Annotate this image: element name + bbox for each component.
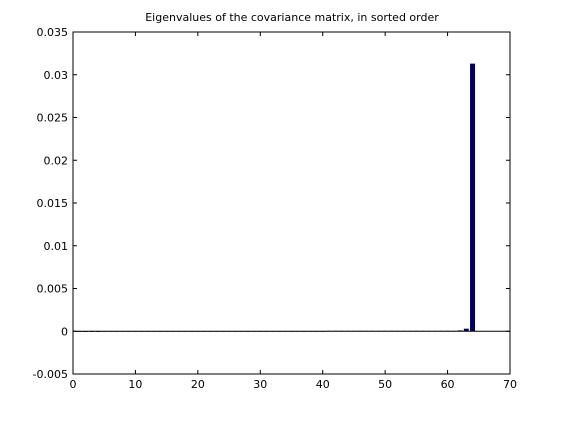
y-tick-label: 0.01 xyxy=(44,240,69,253)
x-tick-label: 50 xyxy=(378,378,392,391)
x-tick-label: 40 xyxy=(316,378,330,391)
y-tick-label: 0.005 xyxy=(37,283,69,296)
y-tick-label: 0 xyxy=(61,325,68,338)
chart-title: Eigenvalues of the covariance matrix, in… xyxy=(145,11,439,24)
y-tick-label: -0.005 xyxy=(33,368,68,381)
y-tick-label: 0.02 xyxy=(44,154,69,167)
y-tick-label: 0.03 xyxy=(44,69,69,82)
plot-area xyxy=(72,31,511,375)
x-tick-label: 60 xyxy=(441,378,455,391)
x-tick-label: 30 xyxy=(253,378,267,391)
y-tick-label: 0.035 xyxy=(37,26,69,39)
bar xyxy=(463,328,469,332)
x-tick-label: 70 xyxy=(503,378,517,391)
ticks-layer: 0 10 20 30 40 50 60 70-0.00500.0050.010.0150.02… xyxy=(33,26,517,391)
y-tick-label: 0.025 xyxy=(37,112,69,125)
x-tick-label: 0 xyxy=(70,378,77,391)
bar xyxy=(470,63,476,332)
y-tick-label: 0.015 xyxy=(37,197,69,210)
x-tick-label: 10 xyxy=(128,378,142,391)
x-tick-label: 20 xyxy=(191,378,205,391)
